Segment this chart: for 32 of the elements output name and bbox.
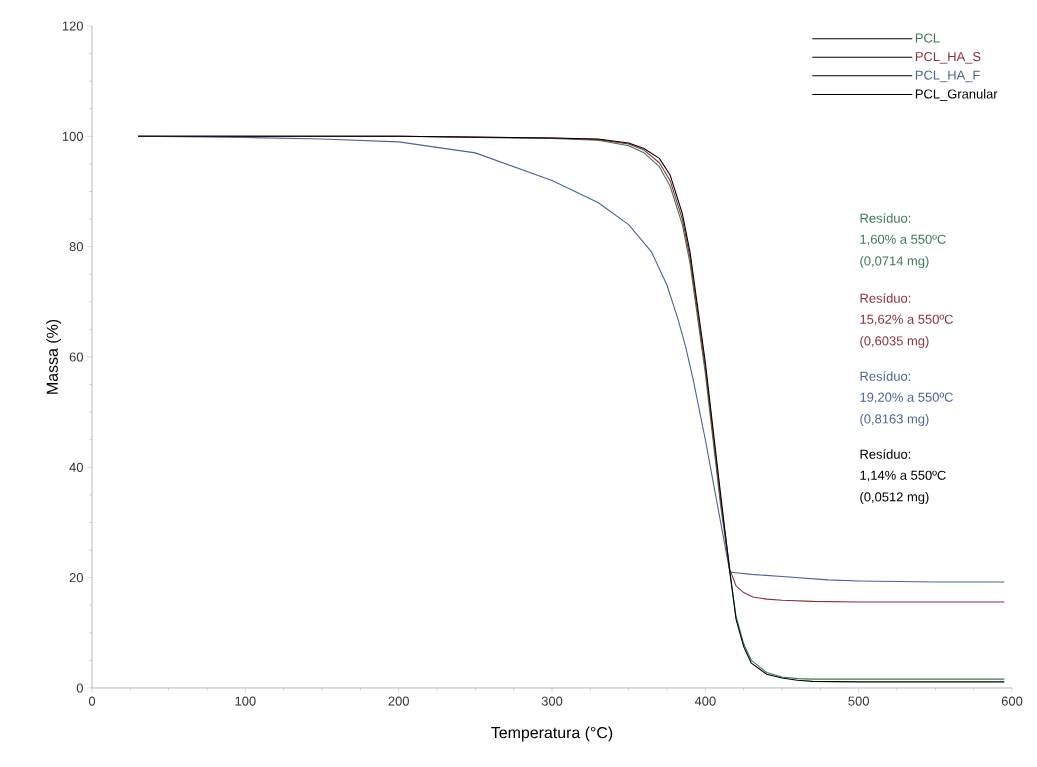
annotation: (0,0714 mg) (860, 255, 929, 269)
y-tick-label: 20 (69, 573, 83, 583)
annotation: 1,60% a 550ºC (860, 234, 946, 246)
annotation: Resíduo: (860, 213, 911, 223)
y-tick-label: 60 (69, 352, 83, 362)
x-tick-label: 500 (848, 696, 869, 706)
x-axis-title: Temperatura (°C) (491, 726, 613, 742)
x-tick-label: 400 (694, 696, 716, 706)
annotation: 1,14% a 550ºC (860, 470, 946, 482)
x-tick-label: 600 (1001, 696, 1023, 706)
annotation: Resíduo: (860, 293, 911, 303)
text: PCL_Granular (915, 89, 998, 102)
y-tick-label: 100 (62, 131, 83, 141)
y-tick-label: 0 (76, 683, 83, 693)
annotation: 19,20% a 550ºC (860, 392, 953, 404)
y-tick-label: 80 (69, 242, 83, 252)
x-tick-label: 200 (388, 696, 409, 706)
annotation: Resíduo: (860, 449, 911, 459)
text: PCL (915, 33, 940, 43)
annotation: (0,8163 mg) (860, 413, 929, 427)
x-tick-label: 300 (541, 696, 563, 706)
y-tick-label: 40 (69, 462, 83, 472)
x-tick-label: 100 (235, 696, 256, 706)
y-axis-title: Massa (%) (46, 319, 62, 394)
annotation: (0,0512 mg) (860, 491, 929, 505)
annotation: (0,6035 mg) (860, 335, 929, 348)
x-tick-label: 0 (88, 696, 96, 706)
y-tick-label: 120 (62, 21, 83, 31)
annotation: 15,62% a 550ºC (860, 314, 953, 326)
text: PCL_HA_F (915, 70, 980, 83)
annotation: Resíduo: (860, 371, 911, 381)
text: PCL_HA_S (915, 52, 981, 64)
